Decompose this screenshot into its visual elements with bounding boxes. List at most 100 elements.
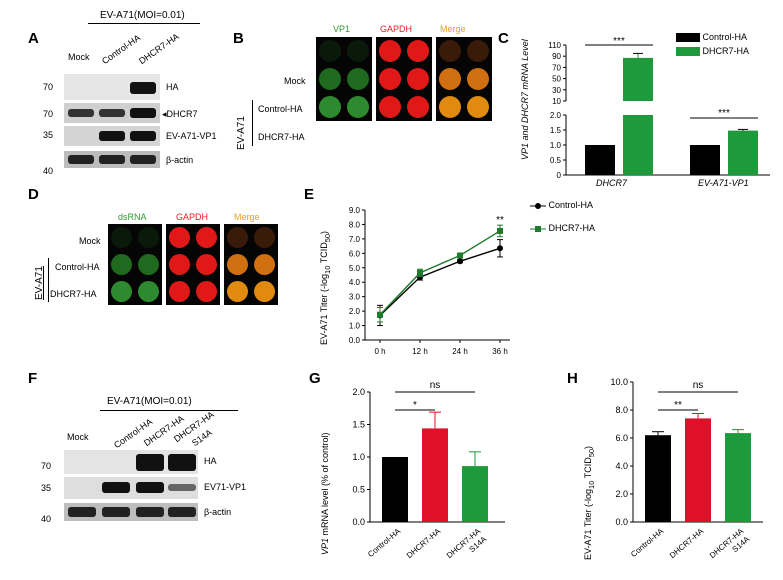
chart-h-yticklabel-3: 6.0 [615, 433, 628, 443]
chart-e-xticklabel-3: 36 h [492, 347, 508, 356]
panel-d-tile-2-1 [166, 278, 220, 305]
panel-b-well-1-2-0 [439, 68, 461, 90]
panel-f-band-ha: HA [204, 456, 217, 466]
chart-e-xticklabel-2: 24 h [452, 347, 468, 356]
chart-g-xlabel-0: Control-HA [366, 526, 403, 559]
panel-d-col-gapdh: GAPDH [176, 212, 209, 222]
chart-e-yticklabel-3: 3.0 [349, 293, 361, 302]
panel-d-well-2-2-1 [254, 281, 275, 302]
panel-d-well-2-0-1 [138, 281, 159, 302]
panel-d-tile-0-0 [108, 224, 162, 251]
chart-c-bar-1-0 [690, 145, 720, 175]
panel-d-tile-1-2 [224, 251, 278, 278]
chart-h-bar-0 [645, 435, 671, 522]
chart-c-yticklabel-bottom-0: 2.0 [550, 111, 562, 120]
chart-c-bar-1-1 [728, 130, 758, 175]
panel-c-legend-dhcr7-text: DHCR7-HA [702, 46, 750, 56]
blot-f-ha [64, 450, 198, 474]
blot-f-vp1 [64, 477, 198, 499]
chart-e: 0.0 1.0 2.0 3.0 4.0 5.0 6.0 7.0 8.0 9.0 0 h 12 h 24 … [349, 206, 510, 356]
chart-h-yticklabel-5: 10.0 [610, 377, 628, 387]
panel-d-tile-0-1 [166, 224, 220, 251]
chart-e-point-1-2 [457, 252, 463, 259]
blot-a-ha [64, 74, 160, 100]
panel-d-well-2-1-0 [169, 281, 190, 302]
panel-c-ylabel: VP1 and DHCR7 mRNA Level [520, 39, 530, 160]
panel-label-f: F [28, 370, 38, 387]
panel-d-well-1-1-0 [169, 254, 190, 275]
chart-g-sig-star: * [413, 400, 417, 411]
panel-c-xlabel-1: DHCR7 [596, 178, 628, 188]
panel-e-ylabel-main: EV-A71 Titer (-log [319, 273, 329, 345]
chart-h-xlabel-0: Control-HA [629, 526, 666, 559]
panel-b-col-gapdh: GAPDH [380, 24, 413, 34]
panel-h-ylabel-close: ) [583, 445, 593, 449]
panel-g-ylabel-ital: VP1 [320, 537, 330, 555]
panel-a-band-vp1: EV-A71-VP1 [166, 131, 217, 141]
panel-label-g: G [309, 370, 321, 387]
chart-g-yticklabel-3: 1.5 [352, 420, 365, 430]
chart-g-yticklabel-4: 2.0 [352, 387, 365, 397]
panel-a-lane-dhcr7: DHCR7-HA [137, 31, 181, 67]
chart-e-xticklabel-1: 12 h [412, 347, 428, 356]
panel-g-ylabel-rest: mRNA level (% of control) [320, 432, 330, 538]
chart-e-yticklabel-7: 7.0 [349, 235, 361, 244]
panel-b-well-1-0-0 [319, 68, 341, 90]
chart-g-yticklabel-0: 0.0 [352, 517, 365, 527]
legend-swatch-control [676, 33, 700, 43]
panel-label-d: D [28, 186, 39, 203]
panel-f-lane-mock: Mock [67, 432, 89, 442]
panel-f-condition-line [100, 410, 238, 411]
chart-g-bar-0 [382, 457, 408, 522]
panel-b-tile-2-2 [436, 93, 492, 121]
panel-c-legend-control-text: Control-HA [702, 32, 748, 42]
chart-g-xlabel-1: DHCR7-HA [405, 526, 443, 560]
panel-d-well-0-2-1 [254, 227, 275, 248]
chart-e-yticklabel-0: 0.0 [349, 336, 361, 345]
panel-b-well-0-0-0 [319, 40, 341, 62]
panel-c-legend-control: Control-HA [676, 32, 748, 43]
chart-e-xticklabel-0: 0 h [374, 347, 385, 356]
chart-g-sig-ns: ns [430, 380, 441, 391]
chart-g-bar-1 [422, 428, 448, 522]
panel-e-legend-dhcr7: DHCR7-HA [530, 223, 595, 233]
panel-b-tile-0-0 [316, 37, 372, 65]
panel-b-well-2-2-1 [467, 96, 489, 118]
panel-d-tile-2-0 [108, 278, 162, 305]
chart-g-bar-2 [462, 466, 488, 522]
panel-b-well-1-1-1 [407, 68, 429, 90]
chart-c-yticklabel-top-3: 50 [552, 75, 561, 84]
panel-a-mw-2: 70 [43, 109, 54, 119]
chart-h-sig-star: ** [674, 400, 682, 411]
panel-f-mw-2: 35 [41, 483, 52, 493]
panel-b-well-0-2-0 [439, 40, 461, 62]
panel-f-mw-3: 40 [41, 514, 52, 524]
panel-a-band-actin: β-actin [166, 155, 194, 165]
blot-a-actin [64, 151, 160, 168]
chart-e-yticklabel-8: 8.0 [349, 220, 361, 229]
panel-c-legend-dhcr7: DHCR7-HA [676, 46, 750, 57]
chart-h-sig-ns: ns [693, 380, 704, 391]
panel-b-well-1-0-1 [347, 68, 369, 90]
chart-h-bar-1 [685, 418, 711, 522]
chart-c-yticklabel-top-2: 70 [552, 63, 561, 72]
chart-e-yticklabel-4: 4.0 [349, 278, 361, 287]
panel-d-well-2-2-0 [227, 281, 248, 302]
panel-a-lane-control: Control-HA [100, 32, 143, 67]
chart-e-yticklabel-5: 5.0 [349, 264, 361, 273]
panel-f-mw-1: 70 [41, 461, 52, 471]
legend-swatch-dhcr7 [676, 47, 700, 57]
panel-d-group-line [48, 258, 49, 302]
blot-a-dhcr7 [64, 103, 160, 123]
panel-b-well-2-0-1 [347, 96, 369, 118]
panel-f-condition: EV-A71(MOI=0.01) [107, 396, 192, 407]
panel-h-ylabel-sub: 10 [586, 480, 596, 489]
panel-c-xlabel-2: EV-A71-VP1 [698, 178, 749, 188]
panel-b-group: EV-A71 [236, 116, 247, 150]
panel-d-well-1-0-0 [111, 254, 132, 275]
panel-label-a: A [28, 30, 39, 47]
chart-e-point-0-2 [457, 258, 463, 265]
panel-h-ylabel: EV-A71 Titer (-log10 TCID50) [583, 446, 596, 560]
panel-c-ylabel-text: VP1 and DHCR7 mRNA Level [520, 39, 530, 160]
